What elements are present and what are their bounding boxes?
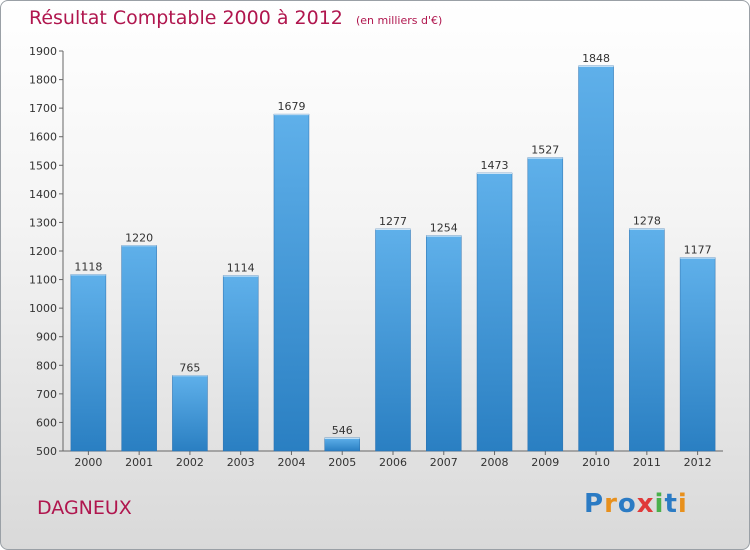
bars (70, 65, 716, 452)
y-tick-label: 1800 (29, 74, 57, 87)
value-label-2012: 1177 (684, 244, 712, 257)
x-tick-label-2004: 2004 (277, 456, 305, 469)
x-tick-label-2011: 2011 (633, 456, 661, 469)
x-tick-label-2001: 2001 (125, 456, 153, 469)
value-label-2010: 1848 (582, 52, 610, 65)
bar-2000 (70, 274, 107, 452)
x-tick-label-2005: 2005 (328, 456, 356, 469)
x-tick-label-2000: 2000 (74, 456, 102, 469)
bar-2006 (375, 228, 411, 452)
bar-2002 (172, 375, 208, 452)
chart-title: Résultat Comptable 2000 à 2012 (29, 7, 343, 29)
x-axis: 2000 2001 2002 2003 2004 2005 2006 2007 2008 2009… (63, 450, 723, 469)
bar-2010 (578, 65, 614, 452)
value-label-2011: 1278 (633, 215, 661, 228)
y-tick-label: 1400 (29, 188, 57, 201)
x-tick-label-2007: 2007 (430, 456, 458, 469)
logo-letter: o (617, 489, 637, 519)
y-tick-label: 900 (36, 331, 57, 344)
x-tick-label-2008: 2008 (481, 456, 509, 469)
value-label-2006: 1277 (379, 215, 407, 228)
logo-letter: t (664, 489, 678, 519)
y-tick-label: 600 (36, 416, 57, 429)
bar-2005 (324, 437, 360, 452)
x-tick-label-2009: 2009 (531, 456, 559, 469)
y-tick-label: 700 (36, 388, 57, 401)
bar-2004 (273, 113, 310, 452)
value-label-2001: 1220 (125, 231, 153, 244)
bar-2007 (426, 235, 462, 452)
y-tick-label: 1200 (29, 245, 57, 258)
y-tick-label: 1000 (29, 302, 57, 315)
x-tick-label-2002: 2002 (176, 456, 204, 469)
y-tick-label: 1600 (29, 131, 57, 144)
logo-letter: r (604, 489, 618, 519)
logo-letter: x (636, 489, 655, 519)
chart-subtitle: (en milliers d'€) (355, 14, 443, 27)
value-label-2009: 1527 (531, 144, 559, 157)
value-label-2004: 1679 (277, 100, 305, 113)
y-tick-label: 1700 (29, 102, 57, 115)
bar-2003 (222, 275, 259, 452)
x-tick-label-2003: 2003 (227, 456, 255, 469)
bar-2009 (527, 157, 564, 452)
logo-letter: i (677, 489, 688, 519)
x-tick-label-2012: 2012 (684, 456, 712, 469)
city-name: DAGNEUX (37, 497, 132, 519)
value-label-2003: 1114 (227, 262, 255, 275)
x-tick-label-2010: 2010 (582, 456, 610, 469)
y-tick-label: 1100 (29, 274, 57, 287)
proxiti-logo: Proxiti (584, 489, 688, 519)
y-tick-label: 1900 (29, 45, 57, 58)
y-tick-label: 800 (36, 359, 57, 372)
value-labels: 1118 1220 765 1114 1679 546 1277 1254 1473 1527 18… (74, 52, 711, 437)
bar-2008 (476, 172, 513, 452)
bar-2012 (679, 257, 716, 452)
x-tick-label-2006: 2006 (379, 456, 407, 469)
value-label-2008: 1473 (481, 159, 509, 172)
y-tick-label: 1500 (29, 159, 57, 172)
value-label-2000: 1118 (74, 260, 102, 273)
y-tick-label: 1300 (29, 216, 57, 229)
y-axis: 500 600 700 800 900 1000 1100 1200 1300 1400 1500 1… (29, 45, 64, 458)
logo-letter: i (654, 489, 665, 519)
value-label-2007: 1254 (430, 222, 458, 235)
logo-letter: P (584, 489, 605, 519)
chart-title-block: Résultat Comptable 2000 à 2012 (en milli… (29, 7, 442, 29)
bar-2001 (121, 245, 157, 452)
bar-2011 (629, 228, 665, 452)
y-tick-label: 500 (36, 445, 57, 458)
value-label-2005: 546 (332, 424, 353, 437)
value-label-2002: 765 (179, 361, 200, 374)
